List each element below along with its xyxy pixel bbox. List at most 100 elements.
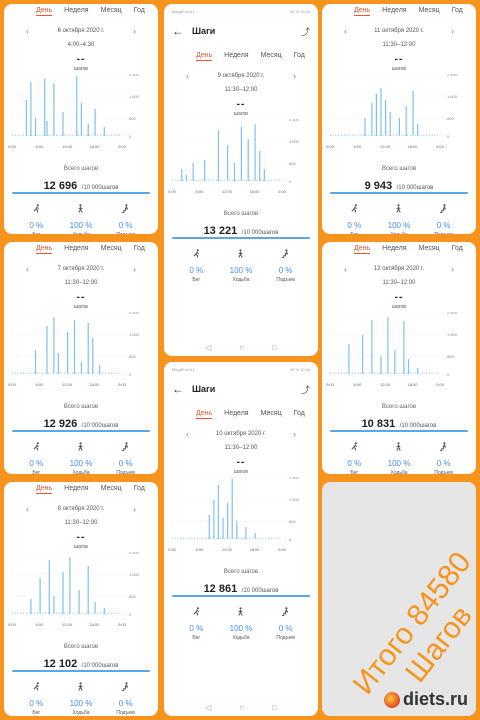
nav-back-icon[interactable]: ◁: [205, 703, 212, 712]
tab-period[interactable]: Год: [293, 52, 305, 59]
nav-home-icon[interactable]: ○: [239, 343, 245, 352]
tab-period[interactable]: Год: [293, 410, 305, 417]
tab-period[interactable]: День: [36, 7, 53, 16]
tab-period[interactable]: День: [354, 245, 371, 254]
tab-period[interactable]: Месяц: [100, 7, 122, 14]
total-label: Всего шагов: [63, 644, 99, 650]
step-bar: [48, 560, 50, 614]
share-icon[interactable]: ⤴: [300, 26, 310, 37]
share-icon[interactable]: ⤴: [300, 384, 310, 395]
tab-period[interactable]: Год: [133, 485, 145, 492]
period-tabs: День Неделя Месяц Год: [322, 245, 476, 254]
activity-percent: 0 %: [189, 624, 204, 633]
step-bar: [25, 100, 27, 136]
step-bar: [12, 612, 13, 614]
tab-period[interactable]: День: [36, 485, 53, 494]
next-date-icon[interactable]: ›: [133, 504, 136, 514]
step-bar: [42, 372, 44, 374]
next-date-icon[interactable]: ›: [293, 71, 296, 81]
step-bar: [240, 179, 242, 181]
steps-unit: шагов: [392, 66, 406, 72]
tab-period[interactable]: Неделя: [224, 410, 249, 417]
tab-period[interactable]: Месяц: [260, 410, 282, 417]
step-bar: [174, 537, 176, 539]
next-date-icon[interactable]: ›: [451, 26, 454, 36]
step-bar: [34, 118, 37, 136]
step-bar: [404, 372, 406, 374]
tab-period[interactable]: Месяц: [100, 245, 122, 252]
nav-recent-icon[interactable]: □: [272, 703, 277, 712]
site-logo: diets.ru: [383, 689, 468, 710]
step-bar: [177, 537, 179, 539]
activity-label: Подъем: [434, 232, 452, 234]
step-bar: [119, 372, 121, 374]
tab-period[interactable]: Год: [451, 7, 463, 14]
tab-period[interactable]: Неделя: [64, 7, 89, 14]
tab-period[interactable]: Неделя: [382, 7, 407, 14]
tab-period[interactable]: Год: [133, 7, 145, 14]
step-bar: [75, 134, 77, 136]
tab-period[interactable]: Год: [451, 245, 463, 252]
activity-label: Бег: [32, 232, 40, 234]
next-date-icon[interactable]: ›: [293, 429, 296, 439]
tab-period[interactable]: Неделя: [382, 245, 407, 252]
activity-breakdown: 0 % Бег 100 % Ходьба 0 % Подъем: [4, 678, 158, 716]
step-bar: [202, 537, 204, 539]
y-tick-label: 800: [289, 161, 296, 166]
back-arrow-icon[interactable]: ←: [172, 382, 184, 396]
x-tick-label: 18:00: [407, 144, 418, 149]
tab-period[interactable]: Месяц: [418, 7, 440, 14]
prev-date-icon[interactable]: ‹: [26, 504, 29, 514]
step-bar: [64, 612, 66, 614]
step-bar: [80, 612, 82, 614]
nav-home-icon[interactable]: ○: [239, 703, 245, 712]
tab-period[interactable]: День: [354, 7, 371, 16]
prev-date-icon[interactable]: ‹: [186, 71, 189, 81]
step-bar: [20, 612, 22, 614]
step-bar: [97, 372, 99, 374]
nav-back-icon[interactable]: ◁: [205, 343, 212, 352]
step-bar: [61, 612, 63, 614]
step-bar: [67, 612, 68, 614]
x-tick-label: 12:00: [62, 144, 73, 149]
tab-period[interactable]: День: [196, 52, 213, 61]
tab-period[interactable]: Неделя: [224, 52, 249, 59]
next-date-icon[interactable]: ›: [451, 264, 454, 274]
prev-date-icon[interactable]: ‹: [26, 26, 29, 36]
next-date-icon[interactable]: ›: [133, 264, 136, 274]
selected-steps-value: --: [76, 532, 86, 543]
x-tick-label: 0:00: [436, 144, 445, 149]
step-bar: [434, 134, 436, 136]
tab-period[interactable]: Месяц: [100, 485, 122, 492]
step-bar: [385, 100, 387, 136]
back-arrow-icon[interactable]: ←: [172, 24, 184, 38]
tab-period[interactable]: День: [36, 245, 53, 254]
tab-period[interactable]: Неделя: [64, 245, 89, 252]
next-date-icon[interactable]: ›: [133, 26, 136, 36]
tab-period[interactable]: Неделя: [64, 485, 89, 492]
step-bar: [78, 372, 79, 374]
tab-period[interactable]: Месяц: [260, 52, 282, 59]
prev-date-icon[interactable]: ‹: [186, 429, 189, 439]
tab-period[interactable]: День: [196, 410, 213, 419]
period-tabs: День Неделя Месяц Год: [164, 410, 318, 419]
prev-date-icon[interactable]: ‹: [344, 26, 347, 36]
prev-date-icon[interactable]: ‹: [344, 264, 347, 274]
steps-day-card: MegaFon #1 49 % 10:34 ← Шаги ⤴ День Неделя…: [164, 362, 318, 716]
step-bar: [80, 362, 82, 374]
step-bar: [50, 612, 52, 614]
tab-period[interactable]: Месяц: [418, 245, 440, 252]
prev-date-icon[interactable]: ‹: [26, 264, 29, 274]
step-bar: [14, 372, 16, 374]
step-bar: [72, 134, 74, 136]
step-bar: [111, 372, 112, 374]
tab-period[interactable]: Год: [133, 245, 145, 252]
nav-recent-icon[interactable]: □: [272, 343, 277, 352]
